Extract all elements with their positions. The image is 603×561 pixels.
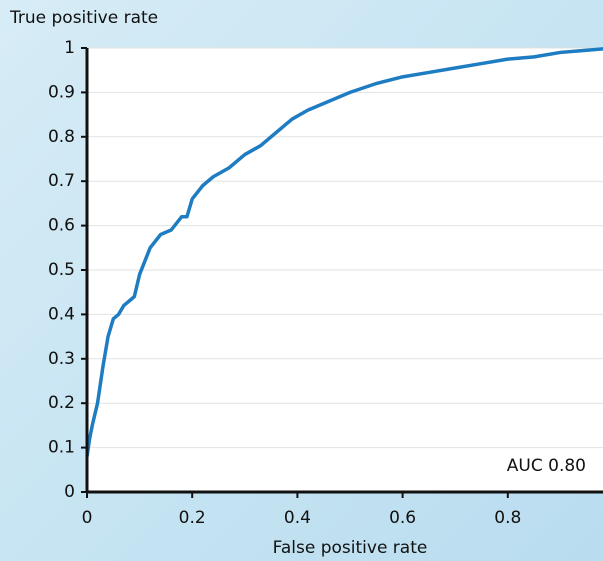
y-tick-label: 0.7 [48,171,75,191]
y-tick-label: 0.2 [48,393,75,413]
x-tick-label: 0 [82,508,93,528]
x-tick-label: 0.8 [494,508,521,528]
y-tick-label: 1 [64,38,75,58]
y-tick-label: 0.5 [48,260,75,280]
y-axis-label: True positive rate [9,8,158,28]
y-tick-label: 0 [64,482,75,502]
y-tick-label: 0.3 [48,349,75,369]
x-tick-label: 0.2 [179,508,206,528]
y-tick-label: 0.4 [48,304,75,324]
roc-curve [85,47,603,457]
x-axis-label: False positive rate [273,538,428,558]
y-tick-label: 0.8 [48,127,75,147]
x-tick-label: 0.6 [389,508,416,528]
y-tick-label: 0.6 [48,216,75,236]
y-tick-label: 0.9 [48,82,75,102]
y-tick-label: 0.1 [48,438,75,458]
auc-annotation: AUC 0.80 [507,456,586,476]
x-tick-label: 0.4 [284,508,311,528]
